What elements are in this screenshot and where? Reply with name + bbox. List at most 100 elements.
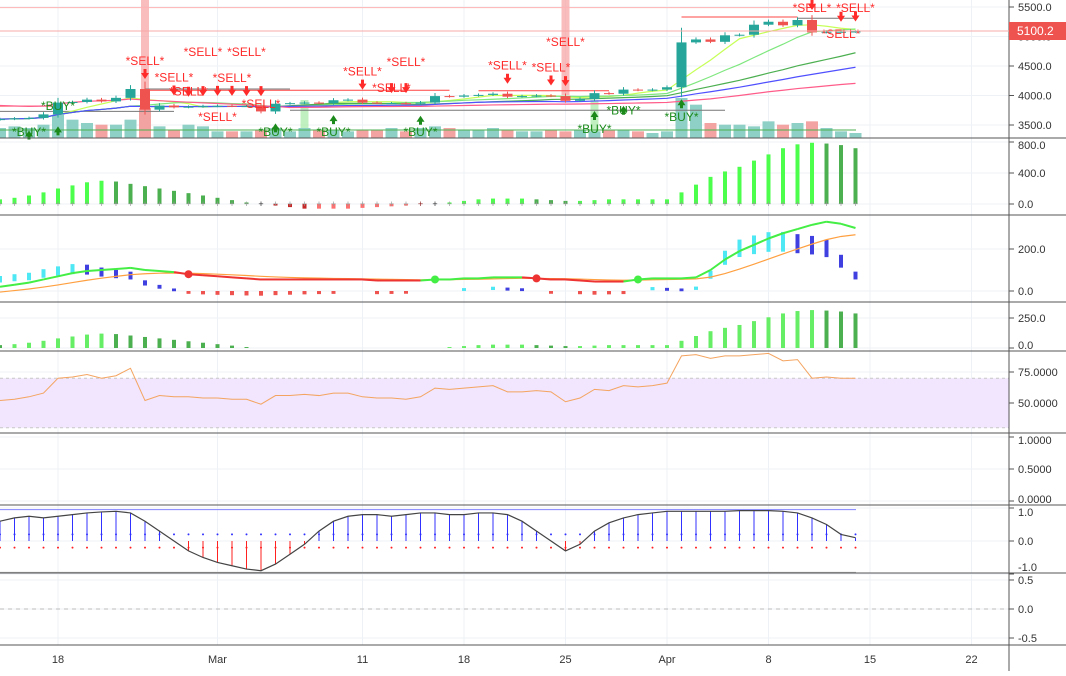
price-pane[interactable]: *BUY**BUY**SELL**SELL**SELL**SELL**SELL*… — [0, 0, 875, 140]
volume-bar — [646, 133, 659, 138]
volume-bar — [472, 129, 485, 138]
cross-marker: + — [809, 199, 814, 209]
time-tick-label: 18 — [52, 654, 64, 666]
histogram-bar — [462, 346, 466, 348]
sell-signal-label: *SELL* — [836, 1, 875, 15]
volume-bar — [37, 124, 50, 138]
candle-body — [111, 97, 121, 102]
moving-average-10 — [0, 28, 856, 120]
cycle-dot — [796, 533, 799, 536]
cycle-pane[interactable] — [0, 509, 857, 573]
histogram-pane-1[interactable]: + + + + + + + + + + + + + + + + + + + + + + + + + + + + + + + + + + + + + + + +… — [0, 142, 858, 209]
sell-arrow-icon — [503, 73, 512, 84]
cross-marker: + — [55, 199, 60, 209]
volume-bar — [226, 131, 238, 138]
fast-line-segment — [695, 269, 711, 279]
candle-body — [734, 34, 745, 36]
cycle-dot — [579, 533, 581, 536]
cross-marker: + — [70, 199, 75, 209]
cycle-dot — [724, 533, 726, 536]
cycle-dot — [477, 533, 480, 536]
cycle-dot — [608, 533, 610, 536]
oscillator-cross-pane[interactable] — [0, 220, 858, 296]
histogram-bar — [404, 204, 408, 206]
candle-body — [705, 39, 716, 42]
slow-line — [0, 234, 856, 293]
sell-signal-label: *SELL* — [793, 1, 832, 15]
price-tick-label: 0.0 — [1018, 340, 1033, 352]
buy-signal-label: *BUY* — [403, 125, 437, 139]
cycle-dot — [695, 533, 697, 536]
candle-body — [618, 89, 629, 94]
buy-signal-label: *BUY* — [577, 122, 611, 136]
cycle-dot — [811, 546, 813, 549]
histogram-bar — [157, 338, 162, 348]
histogram-bar — [201, 195, 205, 204]
candle-body — [691, 39, 701, 43]
price-tick-label: 50.0000 — [1018, 398, 1058, 410]
cycle-dot — [216, 546, 219, 549]
histogram-bar — [114, 181, 118, 204]
volume-bar — [559, 131, 572, 138]
cycle-dot — [86, 533, 88, 536]
candle-body — [415, 102, 426, 104]
fast-line-segment — [202, 274, 218, 278]
histogram-bar — [157, 188, 162, 204]
volume-bar — [487, 128, 499, 138]
sell-arrow-icon — [228, 85, 236, 96]
candle-body — [314, 102, 324, 104]
cross-marker: + — [41, 199, 46, 209]
oscillator-histogram-bar — [737, 239, 742, 258]
histogram-bar — [810, 310, 814, 348]
candle-body — [792, 19, 803, 26]
histogram-bar — [12, 344, 17, 348]
histogram-pane-2[interactable] — [0, 310, 858, 348]
cycle-dot — [796, 546, 799, 549]
candle-body — [662, 87, 672, 90]
sell-arrow-icon — [358, 79, 367, 90]
cycle-dot — [448, 546, 451, 549]
price-tick-label: 5500.0 — [1018, 2, 1052, 14]
cycle-dot — [506, 533, 509, 536]
fast-line-segment — [57, 272, 73, 278]
volume-bar — [820, 128, 833, 138]
cross-marker: + — [316, 199, 321, 209]
price-tick-label: 0.5000 — [1018, 464, 1052, 476]
cross-marker: + — [621, 199, 626, 209]
time-tick-label: 18 — [458, 654, 470, 666]
cross-marker: + — [447, 199, 452, 209]
cycle-dot — [535, 546, 538, 549]
histogram-bar — [534, 199, 539, 204]
sell-arrow-icon — [257, 86, 265, 97]
histogram-bar — [505, 198, 510, 204]
cross-marker: + — [12, 199, 17, 209]
histogram-bar — [85, 334, 89, 348]
cross-marker: + — [258, 199, 263, 209]
cross-marker: + — [592, 199, 597, 209]
candle-body — [502, 93, 513, 97]
candle-body — [357, 99, 368, 103]
histogram-bar — [0, 199, 2, 204]
oscillator-histogram-bar — [0, 276, 2, 283]
oscillator-histogram-bar — [578, 291, 582, 295]
price-tick-label: 0.0 — [1018, 604, 1033, 616]
candle-body — [531, 95, 542, 97]
cycle-dot — [28, 533, 30, 536]
cycle-dot — [231, 533, 233, 536]
price-tick-label: -0.5 — [1018, 633, 1037, 645]
sell-signal-label: *SELL* — [126, 54, 165, 68]
histogram-bar — [737, 324, 742, 348]
volume-bar — [95, 124, 108, 138]
cross-marker: + — [200, 199, 205, 209]
volume-bar — [545, 129, 557, 138]
fast-line-segment — [681, 276, 697, 280]
candle-body — [720, 35, 730, 42]
cross-marker: + — [461, 199, 466, 209]
rsi-pane[interactable] — [0, 352, 1009, 429]
cross-marker: + — [795, 199, 800, 209]
cycle-dot — [593, 546, 596, 549]
fast-line-segment — [14, 281, 30, 286]
price-tick-label: 1.0 — [1018, 507, 1033, 519]
